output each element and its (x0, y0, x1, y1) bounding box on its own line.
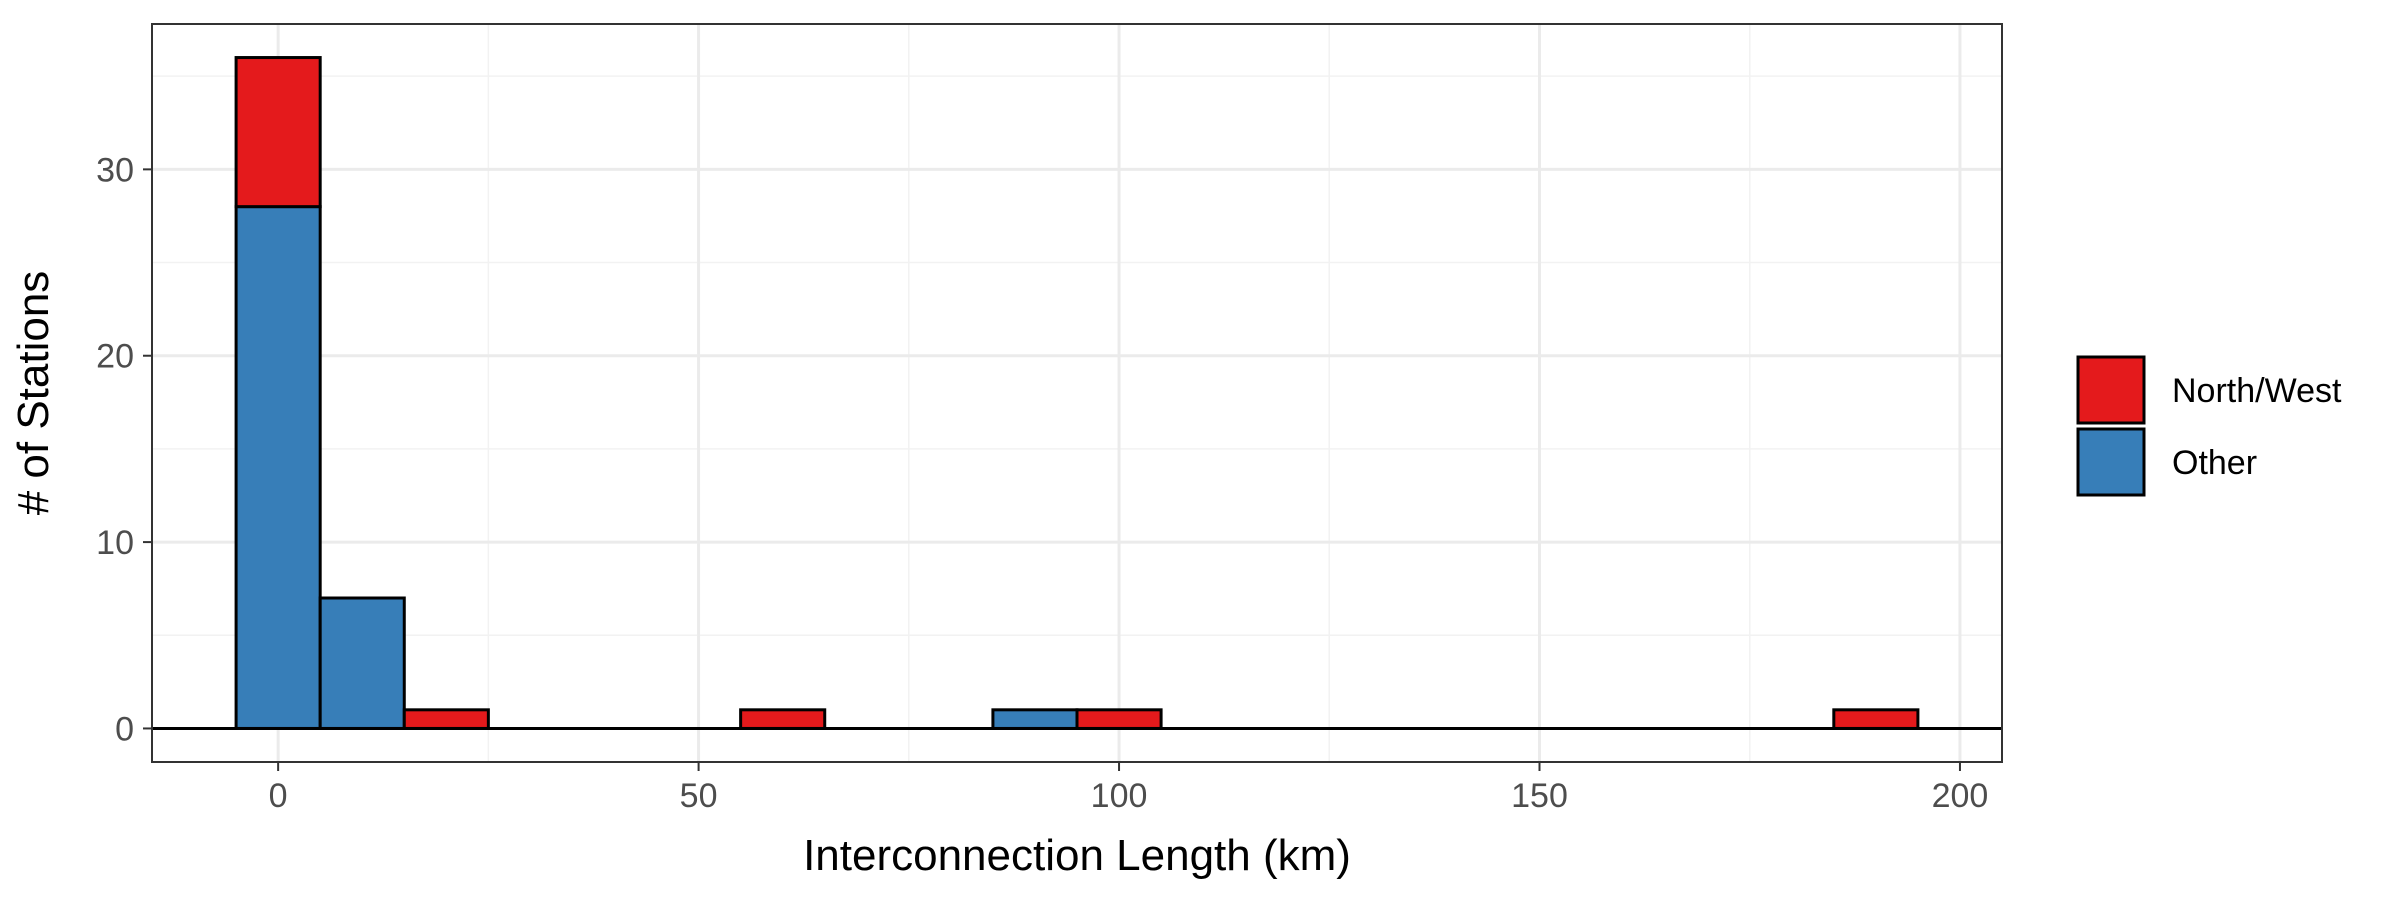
bar (739, 708, 827, 730)
x-tick-label: 50 (680, 777, 718, 815)
legend-label: North/West (2172, 372, 2342, 410)
y-tick-label: 10 (96, 524, 134, 562)
bar (991, 708, 1079, 730)
x-tick-label: 0 (269, 777, 288, 815)
bar (234, 56, 322, 209)
legend-key (2076, 427, 2146, 497)
legend-label: Other (2172, 444, 2257, 482)
x-tick-label: 100 (1091, 777, 1148, 815)
y-tick-label: 30 (96, 151, 134, 189)
panel-border (151, 23, 2003, 763)
bar (234, 205, 322, 730)
legend-key (2076, 355, 2146, 425)
bar (318, 596, 406, 730)
bar (1075, 708, 1163, 730)
x-tick-label: 150 (1511, 777, 1568, 815)
x-tick-label: 200 (1932, 777, 1989, 815)
y-axis-title: # of Stations (9, 271, 58, 516)
bar (402, 708, 490, 730)
legend: North/West Other (2076, 355, 2342, 497)
bar (1832, 708, 1920, 730)
y-tick-label: 0 (115, 710, 134, 748)
x-axis-title: Interconnection Length (km) (803, 831, 1351, 880)
axis-ticks: 0 50 100 150 200 0 10 20 30 (96, 151, 1988, 815)
y-tick-label: 20 (96, 338, 134, 376)
